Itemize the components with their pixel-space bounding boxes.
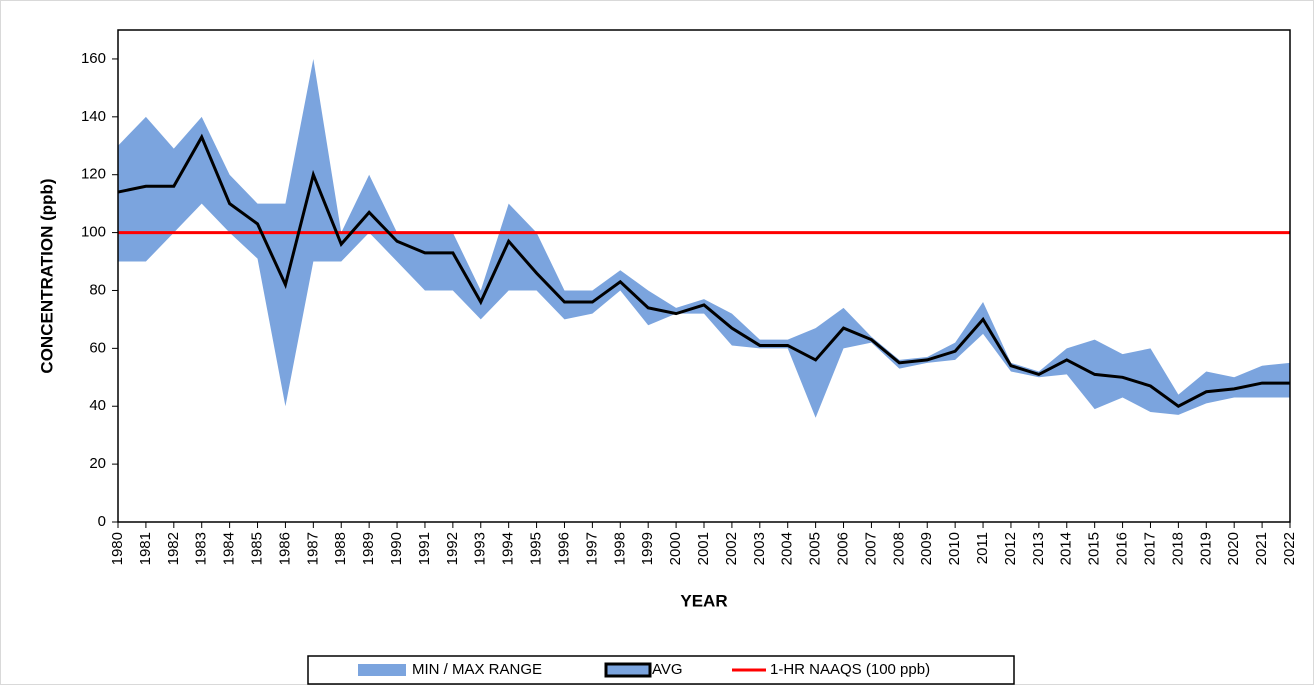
y-tick-label: 120	[81, 166, 106, 183]
legend-box	[307, 655, 1015, 685]
x-tick-label: 1995	[528, 532, 545, 565]
x-tick-label: 2001	[695, 532, 712, 565]
x-tick-label: 1989	[360, 532, 377, 565]
y-tick-label: 60	[89, 339, 106, 356]
y-tick-label: 140	[81, 108, 106, 125]
x-tick-label: 2007	[862, 532, 879, 565]
x-tick-label: 2003	[751, 532, 768, 565]
y-tick-label: 20	[89, 455, 106, 472]
x-tick-label: 1981	[137, 532, 154, 565]
x-tick-label: 1996	[555, 532, 572, 565]
x-tick-label: 2022	[1281, 532, 1298, 565]
x-tick-label: 1980	[109, 532, 126, 565]
legend-swatch	[358, 664, 406, 676]
y-tick-label: 40	[89, 397, 106, 414]
x-tick-label: 1998	[611, 532, 628, 565]
x-tick-label: 1982	[165, 532, 182, 565]
legend-label: AVG	[652, 661, 683, 678]
legend-label: 1-HR NAAQS (100 ppb)	[770, 661, 930, 678]
x-tick-label: 2012	[1002, 532, 1019, 565]
x-tick-label: 1986	[276, 532, 293, 565]
avg-line	[117, 133, 1290, 408]
x-tick-label: 2021	[1253, 532, 1270, 565]
x-tick-label: 1993	[472, 532, 489, 565]
y-tick-label: 0	[98, 513, 106, 530]
x-tick-label: 2020	[1225, 532, 1242, 565]
x-tick-label: 2019	[1197, 532, 1214, 565]
x-tick-label: 1984	[221, 532, 238, 565]
x-tick-label: 1991	[416, 532, 433, 565]
x-tick-label: 2009	[918, 532, 935, 565]
y-tick-label: 160	[81, 50, 106, 67]
x-tick-label: 1983	[193, 532, 210, 565]
x-tick-label: 2013	[1030, 532, 1047, 565]
x-tick-label: 2015	[1086, 532, 1103, 565]
x-tick-label: 2014	[1058, 532, 1075, 565]
x-tick-label: 1987	[304, 532, 321, 565]
y-tick-label: 100	[81, 224, 106, 241]
legend-swatch	[604, 662, 652, 678]
x-tick-label: 2000	[667, 532, 684, 565]
range-area	[118, 58, 1290, 418]
plot-frame	[117, 29, 1291, 523]
x-axis-title: YEAR	[680, 591, 727, 610]
x-tick-label: 2016	[1114, 532, 1131, 565]
x-tick-label: 1997	[583, 532, 600, 565]
x-tick-label: 2008	[890, 532, 907, 565]
x-tick-label: 1988	[332, 532, 349, 565]
x-tick-label: 2005	[807, 532, 824, 565]
x-tick-label: 2010	[946, 532, 963, 565]
x-tick-label: 2018	[1169, 532, 1186, 565]
x-tick-label: 2017	[1141, 532, 1158, 565]
x-tick-label: 1990	[388, 532, 405, 565]
x-tick-label: 1999	[639, 532, 656, 565]
x-tick-label: 1992	[444, 532, 461, 565]
x-tick-label: 2002	[723, 532, 740, 565]
x-tick-label: 2011	[974, 532, 991, 564]
legend-label: MIN / MAX RANGE	[412, 661, 542, 678]
x-tick-label: 2006	[834, 532, 851, 565]
y-tick-label: 80	[89, 281, 106, 298]
x-tick-label: 2004	[779, 532, 796, 565]
y-axis-title: CONCENTRATION (ppb)	[37, 178, 56, 373]
x-tick-label: 1985	[248, 532, 265, 565]
x-tick-label: 1994	[500, 532, 517, 565]
